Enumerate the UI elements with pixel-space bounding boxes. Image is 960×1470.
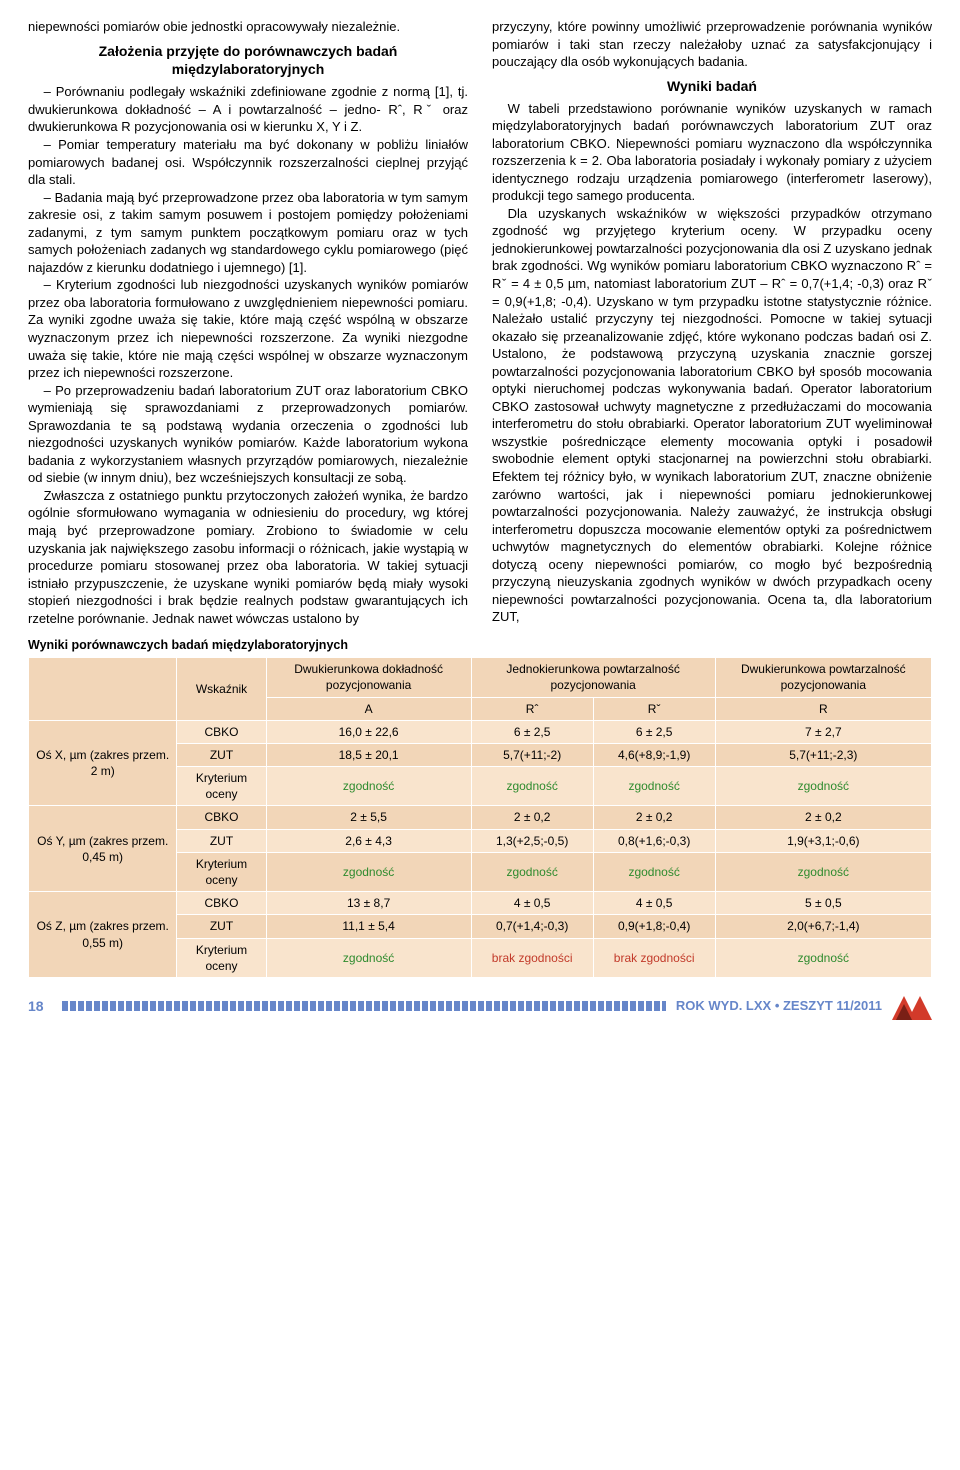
cell: 2 ± 0,2 xyxy=(593,806,715,829)
cell: 18,5 ± 20,1 xyxy=(266,743,471,766)
result-cell: zgodność xyxy=(715,852,931,891)
cell: 16,0 ± 22,6 xyxy=(266,720,471,743)
section-title-results: Wyniki badań xyxy=(492,77,932,96)
lab: CBKO xyxy=(177,720,266,743)
cell: 4 ± 0,5 xyxy=(471,892,593,915)
lab: CBKO xyxy=(177,892,266,915)
cell: 1,3(+2,5;-0,5) xyxy=(471,829,593,852)
cell: 5,7(+11;-2,3) xyxy=(715,743,931,766)
lab: Kryterium oceny xyxy=(177,938,266,977)
lab: ZUT xyxy=(177,743,266,766)
cell: 5,7(+11;-2) xyxy=(471,743,593,766)
th-sub-Rc: Rˇ xyxy=(593,697,715,720)
cell: 2 ± 5,5 xyxy=(266,806,471,829)
page-number: 18 xyxy=(28,997,52,1016)
cell: 2,6 ± 4,3 xyxy=(266,829,471,852)
publisher-logo-icon xyxy=(892,992,932,1020)
cell: 6 ± 2,5 xyxy=(593,720,715,743)
cell: 11,1 ± 5,4 xyxy=(266,915,471,938)
para: Dla uzyskanych wskaźników w większości p… xyxy=(492,205,932,626)
table-caption: Wyniki porównawczych badań międzylaborat… xyxy=(28,637,932,654)
axis-y-label: Oś Y, µm (zakres przem. 0,45 m) xyxy=(29,806,177,892)
issue-label: ROK WYD. LXX • ZESZYT 11/2011 xyxy=(676,997,882,1015)
result-cell: zgodność xyxy=(715,767,931,806)
section-title-assumptions: Założenia przyjęte do porównawczych bada… xyxy=(28,42,468,80)
lab: Kryterium oceny xyxy=(177,852,266,891)
th-sub-R: R xyxy=(715,697,931,720)
cell: 13 ± 8,7 xyxy=(266,892,471,915)
cell: 0,7(+1,4;-0,3) xyxy=(471,915,593,938)
lab: ZUT xyxy=(177,829,266,852)
result-cell: zgodność xyxy=(266,852,471,891)
cell: 4 ± 0,5 xyxy=(593,892,715,915)
list-item: – Pomiar temperatury materiału ma być do… xyxy=(28,136,468,189)
para: Zwłaszcza z ostatniego punktu przytoczon… xyxy=(28,487,468,627)
para: przyczyny, które powinny umożliwić przep… xyxy=(492,18,932,71)
left-column: niepewności pomiarów obie jednostki opra… xyxy=(28,18,468,627)
cell: 2 ± 0,2 xyxy=(471,806,593,829)
footer-bars xyxy=(62,1001,666,1011)
cell: 0,9(+1,8;-0,4) xyxy=(593,915,715,938)
lab: CBKO xyxy=(177,806,266,829)
cell: 1,9(+3,1;-0,6) xyxy=(715,829,931,852)
result-cell: zgodność xyxy=(593,767,715,806)
list-item: – Po przeprowadzeniu badań laboratorium … xyxy=(28,382,468,487)
result-cell: brak zgodności xyxy=(593,938,715,977)
cell: 2,0(+6,7;-1,4) xyxy=(715,915,931,938)
axis-z-label: Oś Z, µm (zakres przem. 0,55 m) xyxy=(29,892,177,978)
lab: ZUT xyxy=(177,915,266,938)
th-jedno: Jednokierunkowa powtarzalność pozycjonow… xyxy=(471,658,715,697)
th-empty xyxy=(29,658,177,721)
result-cell: zgodność xyxy=(471,852,593,891)
results-table: Wskaźnik Dwukierunkowa dokładność pozycj… xyxy=(28,657,932,978)
para: niepewności pomiarów obie jednostki opra… xyxy=(28,18,468,36)
result-cell: zgodność xyxy=(715,938,931,977)
cell: 2 ± 0,2 xyxy=(715,806,931,829)
cell: 7 ± 2,7 xyxy=(715,720,931,743)
result-cell: zgodność xyxy=(266,938,471,977)
cell: 4,6(+8,9;-1,9) xyxy=(593,743,715,766)
result-cell: zgodność xyxy=(266,767,471,806)
th-dwu-dokl: Dwukierunkowa dokładność pozycjonowania xyxy=(266,658,471,697)
th-sub-Rh: Rˆ xyxy=(471,697,593,720)
list-item: – Badania mają być przeprowadzone przez … xyxy=(28,189,468,277)
result-cell: zgodność xyxy=(593,852,715,891)
th-sub-A: A xyxy=(266,697,471,720)
lab: Kryterium oceny xyxy=(177,767,266,806)
list-item: – Porównaniu podlegały wskaźniki zdefini… xyxy=(28,83,468,136)
th-wskaznik: Wskaźnik xyxy=(177,658,266,721)
para: W tabeli przedstawiono porównanie wynikó… xyxy=(492,100,932,205)
cell: 6 ± 2,5 xyxy=(471,720,593,743)
axis-x-label: Oś X, µm (zakres przem. 2 m) xyxy=(29,720,177,806)
cell: 5 ± 0,5 xyxy=(715,892,931,915)
page-footer: 18 ROK WYD. LXX • ZESZYT 11/2011 xyxy=(28,992,932,1030)
cell: 0,8(+1,6;-0,3) xyxy=(593,829,715,852)
list-item: – Kryterium zgodności lub niezgodności u… xyxy=(28,276,468,381)
th-dwu-powt: Dwukierunkowa powtarzalność pozycjonowan… xyxy=(715,658,931,697)
right-column: przyczyny, które powinny umożliwić przep… xyxy=(492,18,932,627)
result-cell: zgodność xyxy=(471,767,593,806)
result-cell: brak zgodności xyxy=(471,938,593,977)
